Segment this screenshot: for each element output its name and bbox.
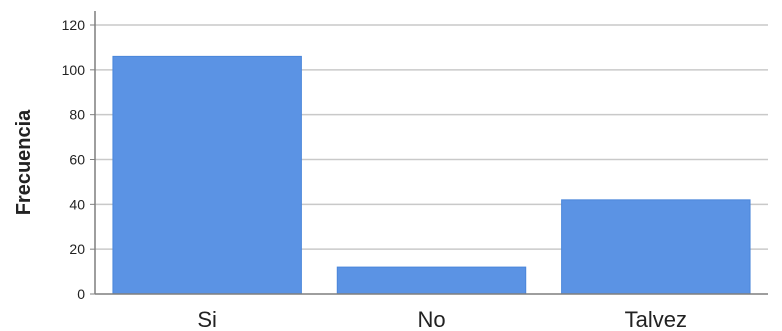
y-tick-label: 60 — [69, 152, 85, 168]
x-tick-label-si: Si — [197, 307, 217, 331]
y-tick-label: 100 — [62, 62, 86, 78]
bars-layer — [112, 55, 751, 295]
y-tick-label: 80 — [69, 107, 85, 123]
bar-no — [336, 266, 527, 295]
x-tick-label-no: No — [417, 307, 445, 331]
y-tick-label: 120 — [62, 17, 86, 33]
x-tick-label-talvez: Talvez — [625, 307, 687, 331]
y-tick-label: 20 — [69, 241, 85, 257]
bar-talvez — [561, 199, 751, 295]
axis-layer — [90, 11, 768, 295]
y-tick-label: 40 — [69, 196, 85, 212]
label-layer: 0 20 40 60 80 100 120 Si No Talvez — [62, 17, 687, 331]
y-axis-label: Frecuencia — [13, 109, 35, 215]
y-tick-label: 0 — [77, 286, 85, 302]
bar-si — [112, 55, 302, 295]
